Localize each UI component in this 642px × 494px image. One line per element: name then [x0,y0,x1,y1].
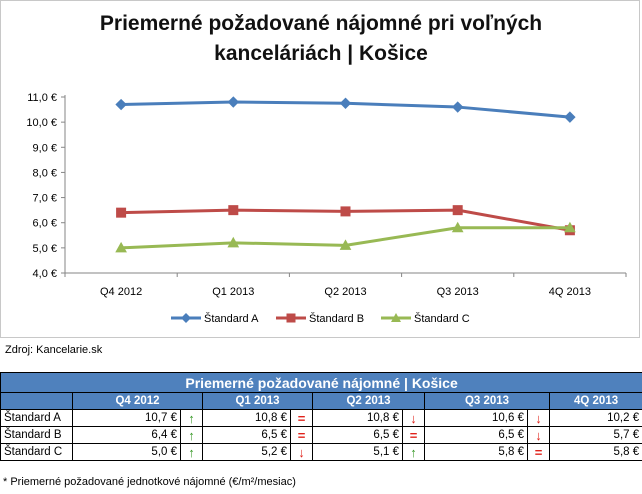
data-point-triangle [564,221,576,233]
equal-sign-icon: = [402,426,425,444]
arrow-up-icon: ↑ [180,443,203,461]
arrow-up-icon: ↑ [180,409,203,427]
table-header-row: Q4 2012 Q1 2013 Q2 2013 Q3 2013 4Q 2013 [0,392,642,410]
column-header: Q2 2013 [312,392,425,410]
data-point-triangle [339,239,352,250]
cell-value: 10,8 € [312,409,403,427]
row-label: Štandard C [0,443,73,461]
footnote: * Priemerné požadované jednotkové nájomn… [3,476,296,488]
line-chart: 4,0 € 5,0 € 6,0 € 7,0 € 8,0 € 9,0 € 10,0 € 11,0… [26,92,627,325]
y-tick-label: 7,0 € [33,193,57,205]
data-point-triangle [451,221,464,233]
legend-marker-square [286,313,296,323]
column-header: 4Q 2013 [548,392,642,410]
data-point-triangle [227,236,240,248]
x-tick-label: Q2 2013 [324,286,366,298]
cell-value: 5,8 € [548,443,642,461]
chart-title-line-2: kanceláriách | Košice [214,42,428,65]
column-header: Q3 2013 [424,392,550,410]
table-title: Priemerné požadované nájomné | Košice [0,372,642,393]
column-header: Q4 2012 [72,392,203,410]
table-row: Štandard A 10,7 € ↑ 10,8 € = 10,8 € ↓ 10,6 € ↓ 10… [0,409,642,427]
cell-value: 6,4 € [72,426,181,444]
cell-value: 5,2 € [202,443,291,461]
data-point-diamond [564,111,576,123]
arrow-down-icon: ↓ [527,426,550,444]
legend-marker-diamond [181,313,191,323]
rent-table-container: Priemerné požadované nájomné | Košice Q4 … [0,372,642,461]
cell-value: 6,5 € [312,426,403,444]
x-tick-label: 4Q 2013 [549,286,591,298]
cell-value: 10,7 € [72,409,181,427]
cell-value: 5,7 € [548,426,642,444]
y-tick-label: 9,0 € [33,142,57,154]
data-point-diamond [451,101,464,113]
data-point-triangle [115,241,127,253]
cell-value: 5,8 € [424,443,528,461]
data-point-diamond [227,96,240,108]
y-tick-label: 10,0 € [26,117,57,129]
chart-title-line-1: Priemerné požadované nájomné pri voľných [99,12,543,35]
table-row: Štandard B 6,4 € ↑ 6,5 € = 6,5 € = 6,5 € ↓ 5,7 € [0,426,642,444]
equal-sign-icon: = [290,409,313,427]
legend-label: Štandard C [414,312,470,325]
column-header: Q1 2013 [202,392,313,410]
arrow-up-icon: ↑ [180,426,203,444]
data-point-square [116,207,127,218]
chart-container: Priemerné požadované nájomné pri voľných… [0,0,640,338]
chart-title: Priemerné požadované nájomné pri voľných… [61,9,581,69]
source-note: Zdroj: Kancelarie.sk [5,344,103,356]
data-point-square [340,206,351,217]
row-label: Štandard A [0,409,73,427]
legend-label: Štandard B [309,312,364,325]
arrow-down-icon: ↓ [290,443,313,461]
cell-value: 5,0 € [72,443,181,461]
x-tick-label: Q1 2013 [212,286,254,298]
header-corner [0,392,73,410]
y-tick-label: 6,0 € [33,218,57,230]
arrow-down-icon: ↓ [402,409,425,427]
cell-value: 10,2 € [548,409,642,427]
equal-sign-icon: = [527,443,550,461]
row-label: Štandard B [0,426,73,444]
x-tick-label: Q3 2013 [437,286,479,298]
cell-value: 10,8 € [202,409,291,427]
y-tick-label: 5,0 € [33,243,57,255]
legend-marker-triangle [391,313,401,322]
y-tick-label: 4,0 € [33,268,57,280]
cell-value: 10,6 € [424,409,528,427]
cell-value: 5,1 € [312,443,403,461]
data-point-diamond [339,97,352,109]
data-point-square [452,205,463,216]
cell-value: 6,5 € [424,426,528,444]
rent-table: Priemerné požadované nájomné | Košice Q4 … [0,372,642,461]
arrow-down-icon: ↓ [527,409,550,427]
data-point-diamond [115,98,127,111]
y-tick-label: 11,0 € [27,92,57,104]
table-title-row: Priemerné požadované nájomné | Košice [0,372,642,393]
data-point-square [228,205,239,216]
equal-sign-icon: = [290,426,313,444]
arrow-up-icon: ↑ [402,443,425,461]
x-tick-label: Q4 2012 [100,286,142,298]
legend-label: Štandard A [204,312,259,325]
cell-value: 6,5 € [202,426,291,444]
table-row: Štandard C 5,0 € ↑ 5,2 € ↓ 5,1 € ↑ 5,8 € = 5,8 € [0,443,642,461]
y-tick-label: 8,0 € [33,167,57,179]
